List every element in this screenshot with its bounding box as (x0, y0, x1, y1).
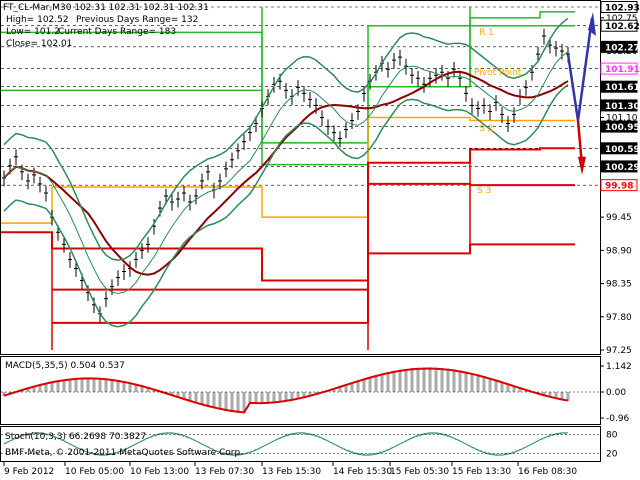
price-tick-label-6: 99.45 (606, 213, 632, 223)
macd-signal-line (3, 367, 569, 414)
price-badge-label-8: 100.29 (605, 163, 640, 173)
price-badge-0 (600, 1, 638, 13)
price-badge-7 (600, 142, 638, 155)
price-badge-label-5: 101.30 (605, 102, 640, 112)
macd-tick-label-2: -0.96 (606, 414, 630, 424)
stoch-panel-frame (0, 426, 601, 462)
stoch-label: Stoch(10,3,3) 66.2698 70.3827 (5, 432, 147, 442)
price-tick-label-3: 101.10 (606, 114, 638, 124)
time-tick-label-3: 13 Feb 07:30 (195, 467, 254, 477)
time-tick-label-2: 10 Feb 13:00 (130, 467, 189, 477)
stoch-tick-label-0: 80 (606, 430, 618, 440)
price-badge-6 (600, 120, 638, 133)
forecast-arrow-up (566, 17, 594, 121)
info-high: High= 102.52 (6, 15, 69, 25)
info-previous-range: Previous Days Range= 132 (76, 15, 199, 25)
time-tick-label-5: 14 Feb 15:30 (333, 467, 392, 477)
price-badge-label-6: 100.95 (605, 123, 640, 133)
time-tick-label-1: 10 Feb 05:00 (65, 467, 124, 477)
price-badge-1 (600, 19, 638, 32)
support-s1-line (1, 147, 575, 282)
resistance-r3-line (1, 11, 575, 166)
price-tick-label-7: 98.90 (606, 246, 632, 256)
info-low: Low= 101.2 (6, 27, 60, 37)
price-badge-label-9: 99.98 (605, 182, 633, 192)
price-badge-label-2: 102.27 (605, 43, 640, 53)
time-tick-label-8: 16 Feb 08:30 (518, 467, 577, 477)
bollinger-lower-line (3, 84, 569, 328)
price-tick-label-9: 97.80 (606, 313, 632, 323)
label-s3: S 3 (477, 186, 492, 196)
info-current-range: Current Days Range= 183 (58, 27, 177, 37)
price-badge-8 (600, 160, 638, 173)
price-badge-label-0: 102.93 (605, 4, 640, 14)
time-tick-label-0: 9 Feb 2012 (4, 467, 54, 477)
label-r1: R 1 (479, 28, 494, 38)
main-panel-frame (0, 0, 601, 355)
info-title: FT_CL-Mar,M30 102.31 102.31 102.31 102.3… (3, 3, 209, 13)
bollinger-upper-line (3, 17, 569, 262)
time-tick-label-4: 13 Feb 15:30 (262, 467, 321, 477)
price-badge-4 (600, 80, 638, 93)
copyright: BMF-Meta, © 2001-2011 MetaQuotes Softwar… (5, 448, 244, 458)
time-tick-label-7: 15 Feb 13:30 (452, 467, 511, 477)
support-s3-line (52, 243, 575, 324)
stoch-tick-label-1: 20 (606, 450, 618, 460)
price-badge-5 (600, 99, 638, 112)
price-badge-label-1: 102.62 (605, 22, 640, 32)
forecast-arrow-down-head (578, 156, 586, 175)
macd-tick-label-0: 1.142 (606, 362, 632, 372)
info-close: Close= 102.01 (6, 39, 73, 49)
price-tick-label-8: 98.35 (606, 280, 632, 290)
price-badge-3 (600, 62, 638, 75)
price-badge-label-3: 101.91 (605, 65, 640, 75)
time-tick-label-6: 15 Feb 05:30 (390, 467, 449, 477)
macd-tick-label-1: 0.00 (606, 388, 626, 398)
macd-label: MACD(5,35,5) 0.504 0.537 (5, 361, 125, 371)
price-badge-label-4: 101.61 (605, 83, 640, 93)
price-tick-label-10: 97.25 (606, 346, 632, 356)
label-pivot: Pivot Point (474, 68, 522, 78)
macd-histogram (2, 367, 570, 414)
price-badge-2 (600, 40, 638, 53)
stoch-signal-line (3, 433, 569, 455)
price-candles (2, 28, 570, 323)
support-s2-line (52, 182, 575, 291)
price-badge-label-7: 100.59 (605, 145, 640, 155)
macd-panel-frame (0, 356, 601, 425)
forecast-arrow-up-head (588, 11, 596, 36)
resistance-r2-line (1, 24, 575, 144)
label-s2: S 2 (479, 124, 494, 134)
price-badge-9 (600, 179, 638, 192)
price-tick-label-0: 102.75 (606, 14, 638, 24)
moving-average-line (3, 70, 569, 276)
bollinger-middle-line (3, 51, 569, 295)
